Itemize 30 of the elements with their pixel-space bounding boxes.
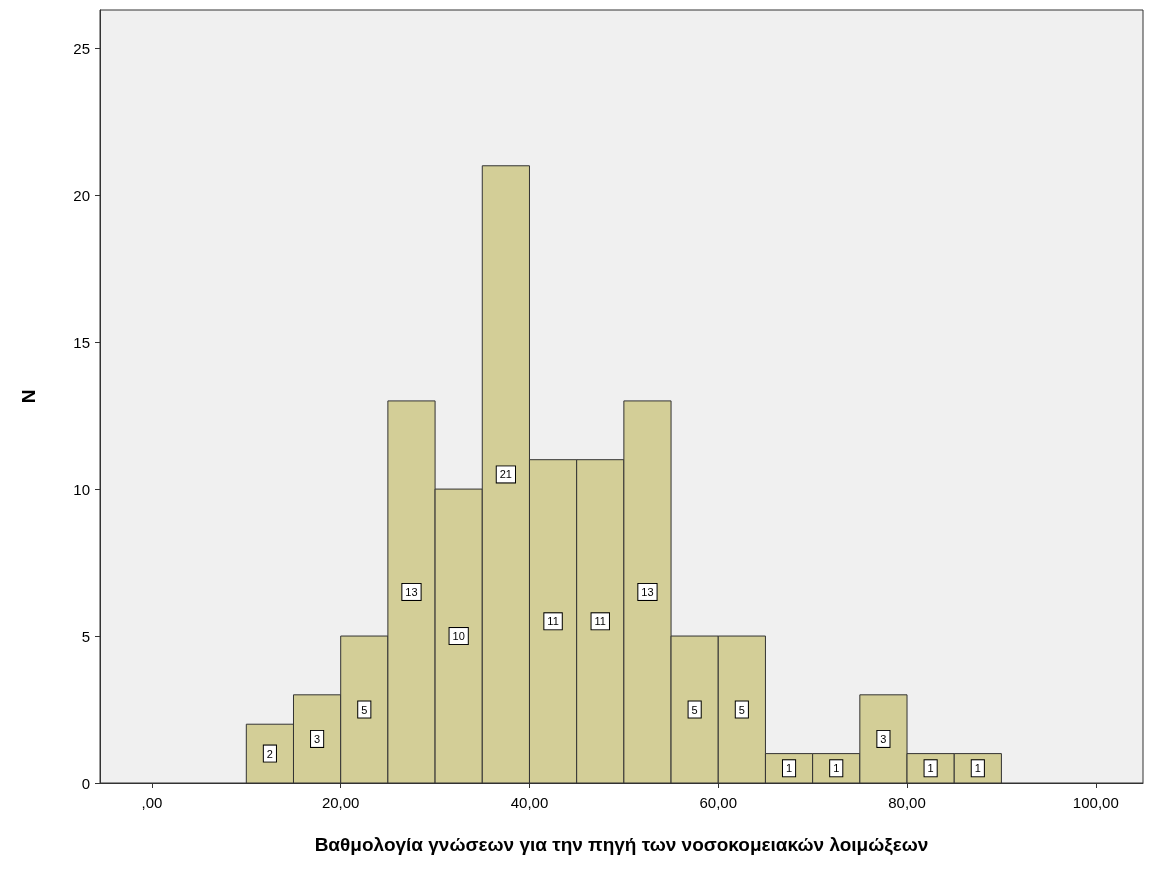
x-tick-label: ,00 — [141, 794, 163, 811]
x-tick-label: 100,00 — [1072, 794, 1119, 811]
data-label: 5 — [691, 703, 698, 716]
data-label: 3 — [880, 732, 887, 745]
x-tick-label: 80,00 — [888, 794, 926, 811]
y-axis-title: N — [18, 389, 39, 404]
data-label: 5 — [738, 703, 745, 716]
data-label: 2 — [266, 747, 273, 760]
data-label: 13 — [641, 585, 654, 598]
data-label: 1 — [927, 762, 934, 775]
x-tick-label: 60,00 — [699, 794, 738, 811]
data-label: 1 — [785, 762, 793, 775]
data-label: 3 — [314, 732, 321, 745]
data-label: 13 — [405, 585, 418, 598]
y-tick-label: 15 — [73, 333, 90, 351]
data-label: 5 — [361, 703, 368, 716]
y-tick-label: 25 — [73, 39, 90, 57]
data-label: 11 — [547, 615, 559, 628]
y-tick-label: 10 — [73, 480, 90, 498]
x-tick-label: 20,00 — [321, 794, 360, 811]
data-label: 10 — [452, 630, 465, 643]
y-tick-label: 0 — [81, 774, 90, 792]
data-label: 1 — [833, 762, 840, 775]
data-label: 1 — [974, 762, 981, 775]
x-axis-title: Βαθμολογία γνώσεων για την πηγή των νοσοκομειακών λοιμώξεων — [314, 834, 929, 856]
x-tick-label: 40,00 — [510, 794, 549, 811]
y-tick-label: 20 — [73, 186, 90, 204]
data-label: 11 — [594, 615, 606, 628]
y-tick-label: 5 — [81, 627, 90, 645]
data-label: 21 — [499, 468, 512, 481]
